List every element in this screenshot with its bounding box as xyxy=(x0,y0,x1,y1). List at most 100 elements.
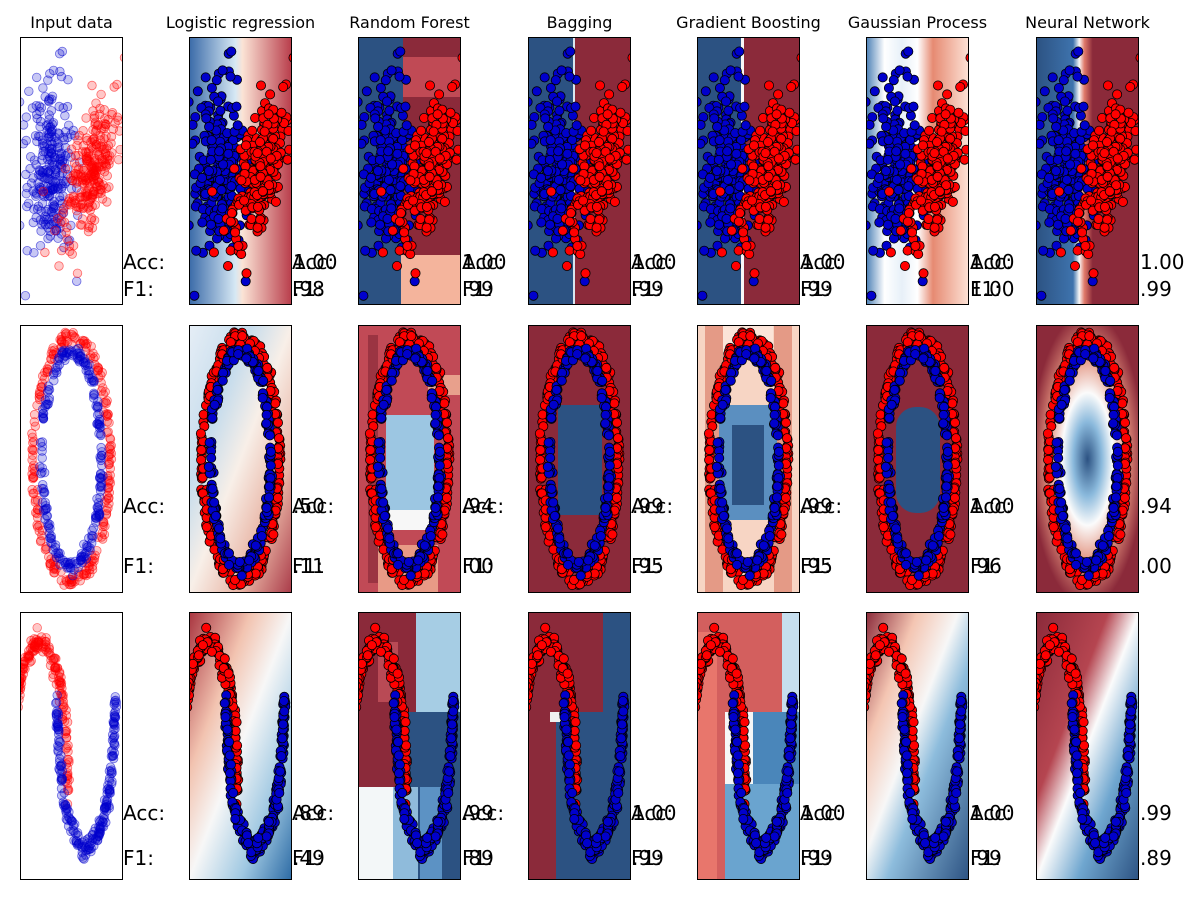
data-point xyxy=(88,523,99,533)
data-point xyxy=(62,164,73,174)
data-point xyxy=(1051,121,1062,132)
data-point xyxy=(55,560,65,570)
data-point xyxy=(1104,186,1115,197)
data-point xyxy=(1063,185,1074,196)
data-point xyxy=(265,473,276,484)
data-point xyxy=(747,195,758,206)
data-point xyxy=(263,492,274,503)
data-point xyxy=(30,131,41,141)
data-point xyxy=(557,225,568,236)
data-point xyxy=(366,172,377,183)
data-point xyxy=(95,180,105,190)
data-point xyxy=(231,101,242,112)
data-point xyxy=(726,225,737,236)
data-point xyxy=(1044,172,1055,183)
data-point xyxy=(557,159,568,170)
data-point xyxy=(891,174,902,185)
panel-blobs-6 xyxy=(1036,37,1139,325)
data-point xyxy=(47,538,57,549)
data-point xyxy=(268,529,279,540)
data-point xyxy=(27,428,37,439)
data-point xyxy=(386,65,397,76)
panel-circles-1 xyxy=(189,325,292,593)
data-point xyxy=(191,245,202,256)
data-point xyxy=(81,568,92,579)
data-point xyxy=(40,92,50,102)
data-point xyxy=(237,331,248,342)
data-point xyxy=(264,180,275,191)
data-point xyxy=(572,240,583,251)
data-point xyxy=(43,385,54,395)
data-point xyxy=(959,154,969,165)
data-point xyxy=(1067,316,1076,325)
data-point xyxy=(932,161,943,172)
data-point xyxy=(866,119,875,130)
data-point xyxy=(1047,72,1058,83)
data-point xyxy=(253,365,264,376)
data-point xyxy=(387,225,398,236)
data-point xyxy=(594,161,605,172)
data-point xyxy=(1083,175,1094,186)
data-point xyxy=(283,126,292,136)
data-point xyxy=(765,186,776,197)
data-point xyxy=(955,82,966,93)
data-point xyxy=(1110,109,1121,120)
data-point xyxy=(902,71,913,82)
data-point xyxy=(1076,163,1087,174)
data-point xyxy=(801,94,810,103)
data-point xyxy=(545,135,556,146)
data-point xyxy=(198,409,209,420)
data-point xyxy=(786,82,797,93)
data-point xyxy=(370,522,381,533)
data-point xyxy=(1061,146,1072,157)
data-point xyxy=(28,173,38,183)
data-point xyxy=(64,349,74,359)
data-point xyxy=(233,349,244,360)
data-point xyxy=(894,203,905,214)
data-point xyxy=(209,399,220,410)
panel-frame xyxy=(528,37,631,305)
data-point xyxy=(263,109,274,120)
data-point xyxy=(97,460,107,471)
data-point xyxy=(35,122,45,132)
data-point xyxy=(239,195,250,206)
data-point xyxy=(1093,213,1104,224)
data-point xyxy=(882,154,893,165)
data-point xyxy=(895,159,906,170)
data-point xyxy=(40,497,50,508)
data-point xyxy=(1039,86,1050,97)
data-point xyxy=(229,163,240,174)
data-point xyxy=(54,142,64,152)
panel-circles-2 xyxy=(358,325,461,593)
data-point xyxy=(71,276,82,287)
data-point xyxy=(270,196,281,207)
data-point xyxy=(20,120,29,130)
data-point xyxy=(1055,247,1066,258)
data-point xyxy=(902,216,913,227)
data-point xyxy=(1072,71,1083,82)
data-point xyxy=(760,222,771,233)
data-point xyxy=(432,492,443,503)
data-point xyxy=(888,75,899,86)
data-point xyxy=(265,153,276,164)
data-point xyxy=(1036,96,1041,107)
data-point xyxy=(428,126,439,137)
data-point xyxy=(1064,65,1075,76)
data-point xyxy=(96,430,106,441)
data-point xyxy=(203,461,214,472)
data-point xyxy=(970,94,979,103)
data-point xyxy=(72,140,82,151)
panel-blobs-0 xyxy=(20,37,123,305)
data-point xyxy=(189,96,194,107)
data-point xyxy=(212,96,223,107)
data-point xyxy=(940,109,951,120)
data-point xyxy=(50,225,60,236)
data-point xyxy=(539,72,550,83)
data-point xyxy=(96,89,106,100)
data-point xyxy=(258,375,269,386)
data-point xyxy=(226,181,237,192)
data-point xyxy=(222,260,233,271)
data-point xyxy=(270,398,281,409)
data-point xyxy=(891,146,902,157)
data-point xyxy=(893,185,904,196)
